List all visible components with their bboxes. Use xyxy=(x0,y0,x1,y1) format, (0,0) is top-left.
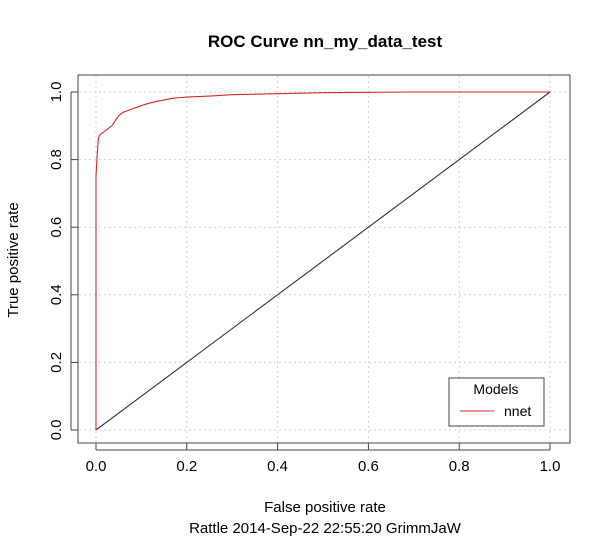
y-tick-label: 0.4 xyxy=(48,284,65,305)
y-axis-label: True positive rate xyxy=(5,202,22,317)
plot-frame xyxy=(77,74,571,444)
chart-title: ROC Curve nn_my_data_test xyxy=(208,32,443,51)
legend-title: Models xyxy=(473,381,518,397)
y-axis: 0.0 0.2 0.4 0.6 0.8 1.0 xyxy=(48,82,78,441)
x-tick-label: 0.6 xyxy=(358,458,379,475)
y-tick-label: 0.6 xyxy=(48,217,65,238)
reference-diagonal-line xyxy=(95,91,551,431)
legend-box xyxy=(448,377,545,427)
x-tick-label: 0.0 xyxy=(86,458,107,475)
legend-label-nnet: nnet xyxy=(504,403,531,419)
legend: Models nnet xyxy=(448,377,545,427)
y-tick-label: 1.0 xyxy=(48,82,65,103)
x-tick-label: 1.0 xyxy=(540,458,561,475)
y-tick-label: 0.0 xyxy=(48,420,65,441)
y-tick-label: 0.2 xyxy=(48,352,65,373)
x-axis-label: False positive rate xyxy=(264,499,386,516)
y-tick-label: 0.8 xyxy=(48,149,65,170)
chart-subtitle: Rattle 2014-Sep-22 22:55:20 GrimmJaW xyxy=(189,520,462,537)
series-line-nnet xyxy=(95,91,550,430)
x-tick-label: 0.2 xyxy=(176,458,197,475)
x-tick-label: 0.4 xyxy=(267,458,288,475)
series-layer xyxy=(95,91,551,431)
x-tick-label: 0.8 xyxy=(449,458,470,475)
x-axis: 0.0 0.2 0.4 0.6 0.8 1.0 xyxy=(86,443,561,475)
